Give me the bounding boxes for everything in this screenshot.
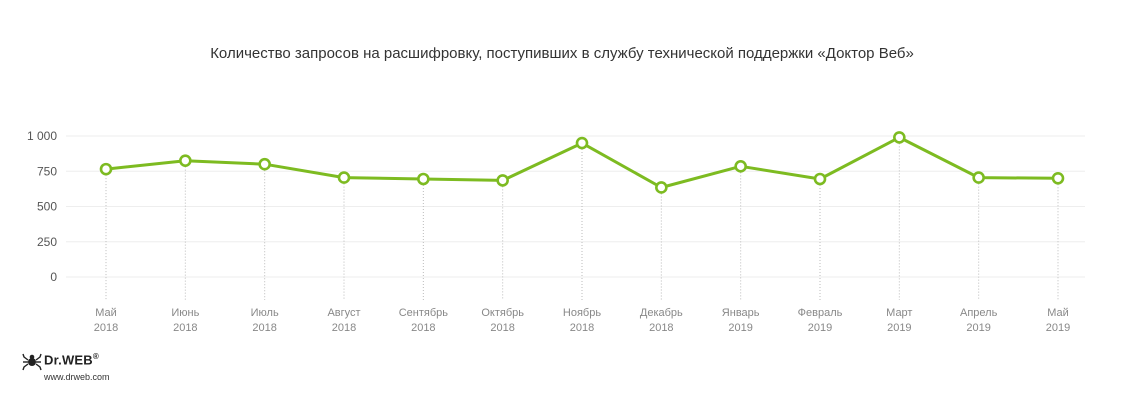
data-point[interactable] — [496, 174, 509, 187]
x-tick-label-month: Май — [95, 307, 117, 319]
y-tick-label: 500 — [37, 200, 57, 214]
x-tick-label-year: 2018 — [173, 322, 197, 334]
data-point[interactable] — [893, 131, 906, 144]
x-tick-label-month: Октябрь — [481, 307, 524, 319]
logo-brand: Dr.WEB® — [44, 352, 99, 368]
data-point[interactable] — [1051, 172, 1065, 185]
y-tick-label: 750 — [37, 164, 57, 178]
x-tick-label-year: 2018 — [570, 322, 594, 334]
x-tick-label-year: 2019 — [887, 322, 911, 334]
x-tick-label-month: Ноябрь — [563, 307, 601, 319]
logo-url: www.drweb.com — [44, 372, 110, 382]
data-point[interactable] — [734, 160, 747, 173]
data-point[interactable] — [813, 172, 827, 186]
x-tick-label-month: Февраль — [798, 307, 843, 319]
x-tick-label-month: Июль — [251, 307, 279, 319]
x-tick-label-month: Июнь — [171, 307, 199, 319]
y-tick-label: 0 — [50, 270, 57, 284]
y-tick-label: 1 000 — [27, 129, 57, 143]
data-point[interactable] — [972, 171, 985, 184]
brand-logo: Dr.WEB® www.drweb.com — [22, 352, 152, 388]
x-tick-label-month: Декабрь — [640, 307, 683, 319]
chart-title: Количество запросов на расшифровку, пост… — [210, 45, 914, 62]
x-tick-label-year: 2018 — [490, 322, 514, 334]
data-point[interactable] — [179, 154, 192, 167]
data-point[interactable] — [337, 171, 351, 184]
x-tick-label-month: Сентябрь — [399, 307, 449, 319]
x-tick-label-year: 2018 — [252, 322, 276, 334]
y-tick-label: 250 — [37, 235, 57, 249]
x-tick-label-month: Апрель — [960, 307, 998, 319]
x-tick-label-year: 2018 — [94, 322, 118, 334]
x-tick-label-year: 2019 — [1046, 322, 1070, 334]
x-tick-label-year: 2019 — [728, 322, 752, 334]
x-tick-label-year: 2018 — [649, 322, 673, 334]
x-tick-label-year: 2018 — [411, 322, 435, 334]
data-point[interactable] — [655, 181, 668, 194]
x-tick-label-month: Май — [1047, 307, 1069, 319]
spider-icon — [22, 353, 42, 371]
data-point[interactable] — [417, 172, 430, 186]
x-tick-label-year: 2019 — [808, 322, 832, 334]
x-tick-label-year: 2018 — [332, 322, 356, 334]
x-tick-label-year: 2019 — [966, 322, 990, 334]
x-tick-label-month: Март — [886, 307, 912, 319]
data-point[interactable] — [575, 136, 589, 150]
data-point[interactable] — [258, 157, 271, 171]
x-tick-label-month: Январь — [722, 307, 760, 319]
data-point[interactable] — [99, 162, 113, 176]
x-tick-label-month: Август — [327, 307, 360, 319]
